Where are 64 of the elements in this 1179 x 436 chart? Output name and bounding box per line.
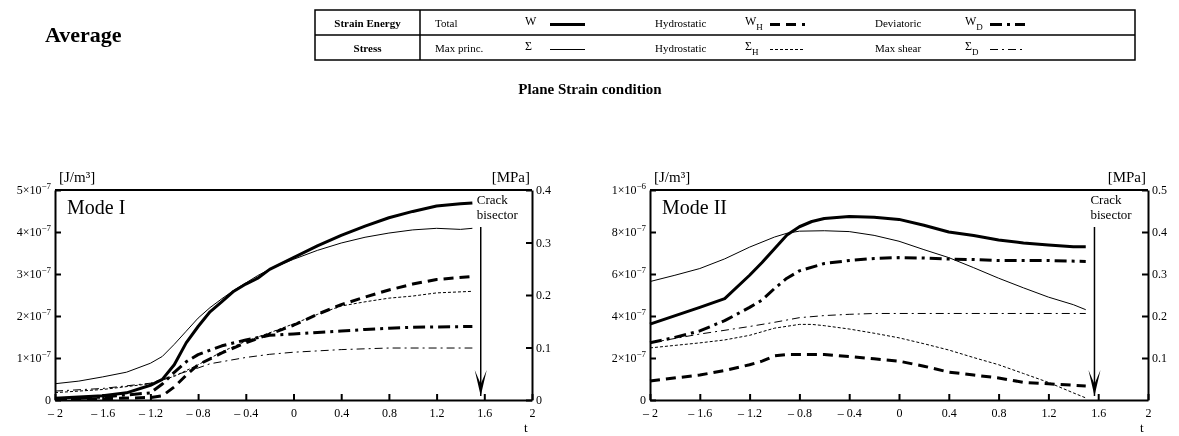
y-axis-title: [J/m³] — [59, 169, 96, 185]
text: Hydrostatic W$_{H}$ — [655, 13, 763, 32]
text: Max shear Σ$_{D}$ — [875, 38, 979, 57]
y-tick-label: 4×10$^{−7}$ — [611, 307, 647, 324]
x-tick-label: – 1.2 — [737, 405, 763, 420]
x-tick-label: – 2 — [47, 405, 63, 420]
x-tick-label: 2 — [529, 405, 536, 420]
y-tick-label: 8×10$^{−7}$ — [611, 223, 647, 240]
y-axis-title: [J/m³] — [654, 169, 691, 185]
x-tick-label: 0.4 — [334, 405, 350, 420]
text: Strain Energy — [334, 16, 402, 29]
x-tick-label: 1.6 — [1091, 405, 1107, 420]
x-tick-label: – 1.2 — [137, 405, 163, 420]
text: Hydrostatic Σ$_{H}$ — [655, 38, 759, 57]
x-tick-label: 1.2 — [429, 405, 445, 420]
chart-title: Average — [45, 22, 122, 47]
y2-tick-label: 0.1 — [536, 340, 551, 355]
y2-axis-title: [MPa] — [491, 169, 530, 185]
y-tick-label: 0 — [45, 393, 51, 408]
y2-tick-label: 0.2 — [1152, 309, 1167, 324]
y-tick-label: 2×10$^{−7}$ — [611, 349, 647, 366]
x-tick-label: 0 — [291, 405, 297, 420]
x-tick-label: 0 — [896, 405, 903, 420]
y2-tick-label: 0.2 — [536, 288, 551, 303]
y-tick-label: 4×10$^{−7}$ — [16, 223, 52, 240]
x-tick-label: 0.8 — [381, 405, 397, 420]
x-tick-label: – 1.6 — [90, 405, 116, 420]
x-tick-label: 0.4 — [941, 405, 957, 420]
y2-tick-label: 0.1 — [1152, 351, 1167, 366]
y-tick-label: 1×10$^{−7}$ — [16, 349, 52, 366]
y-tick-label: 2×10$^{−7}$ — [16, 307, 52, 324]
y2-tick-label: 0.3 — [1152, 267, 1167, 282]
x-tick-label: – 1.6 — [687, 405, 713, 420]
x-axis-title: t — [1140, 420, 1144, 435]
x-tick-label: 1.6 — [477, 405, 493, 420]
y2-axis-title: [MPa] — [1107, 169, 1146, 185]
y2-tick-label: 0.4 — [1152, 225, 1167, 240]
x-tick-label: 0.8 — [991, 405, 1007, 420]
annotation: Mode II — [662, 196, 727, 218]
x-tick-label: 2 — [1145, 405, 1152, 420]
y-tick-label: 0 — [640, 393, 646, 408]
y-tick-label: 6×10$^{−7}$ — [611, 265, 647, 282]
x-axis-title: t — [524, 420, 528, 435]
x-tick-label: – 0.4 — [233, 405, 259, 420]
y2-tick-label: 0.3 — [536, 235, 551, 250]
text: Total W — [435, 13, 537, 29]
annotation: Mode I — [67, 196, 126, 218]
y2-tick-label: 0.5 — [1152, 183, 1167, 198]
y2-tick-label: 0.4 — [536, 183, 551, 198]
x-tick-label: – 2 — [642, 405, 658, 420]
ref-line-label: Crack bisector — [476, 192, 519, 222]
text: Deviatoric W$_{D}$ — [875, 13, 983, 32]
x-tick-label: – 0.4 — [836, 405, 862, 420]
y-tick-label: 5×10$^{−7}$ — [16, 181, 52, 198]
text: Max princ. Σ — [435, 38, 532, 54]
x-tick-label: – 0.8 — [786, 405, 812, 420]
ref-line-label: Crack bisector — [1090, 192, 1133, 222]
text: Stress — [353, 41, 383, 54]
x-tick-label: 1.2 — [1041, 405, 1057, 420]
y-tick-label: 1×10$^{−6}$ — [611, 181, 647, 198]
x-tick-label: – 0.8 — [185, 405, 211, 420]
y2-tick-label: 0 — [536, 393, 542, 408]
text: Plane Strain condition — [518, 81, 663, 97]
y-tick-label: 3×10$^{−7}$ — [16, 265, 52, 282]
